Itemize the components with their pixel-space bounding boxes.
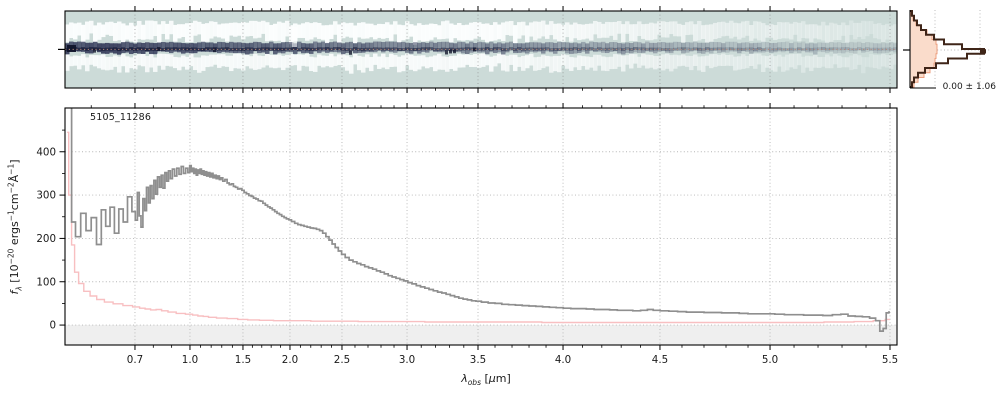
error-line [67, 131, 890, 324]
flux-line [70, 108, 890, 332]
y-tick-label: 200 [36, 233, 56, 245]
x-tick-label: 1.0 [182, 354, 198, 366]
x-tick-label: 1.5 [235, 354, 251, 366]
x-tick-label: 2.5 [334, 354, 350, 366]
y-tick-label: 100 [36, 276, 56, 288]
x-tick-label: 2.0 [282, 354, 298, 366]
x-tick-label: 4.5 [652, 354, 668, 366]
histogram-reference-fill [909, 10, 938, 88]
x-tick-label: 5.0 [762, 354, 778, 366]
y-tick-label: 300 [36, 190, 56, 202]
object-id-label: 5105_11286 [90, 112, 152, 123]
y-axis-label: fλ [10−20 ergs−1cm−2Å−1] [6, 159, 24, 295]
y-tick-label: 0 [49, 320, 56, 332]
main-grid [65, 108, 897, 345]
below-zero-shade [65, 325, 897, 345]
histogram-stat-label: 0.00 ± 1.06 [942, 82, 996, 92]
x-tick-label: 5.5 [882, 354, 898, 366]
x-tick-label: 3.0 [399, 354, 415, 366]
x-tick-label: 4.0 [555, 354, 571, 366]
2d-spectrum-panel [65, 11, 897, 88]
x-axis-label: λobs [μm] [461, 372, 511, 388]
x-tick-label: 0.7 [127, 354, 143, 366]
y-tick-label: 400 [36, 146, 56, 158]
main-panel-border [64, 107, 898, 346]
histogram-peak-marker [980, 49, 986, 54]
x-tick-label: 3.5 [470, 354, 486, 366]
pixel-histogram-panel [903, 10, 990, 89]
histogram-data-outline [910, 10, 985, 88]
